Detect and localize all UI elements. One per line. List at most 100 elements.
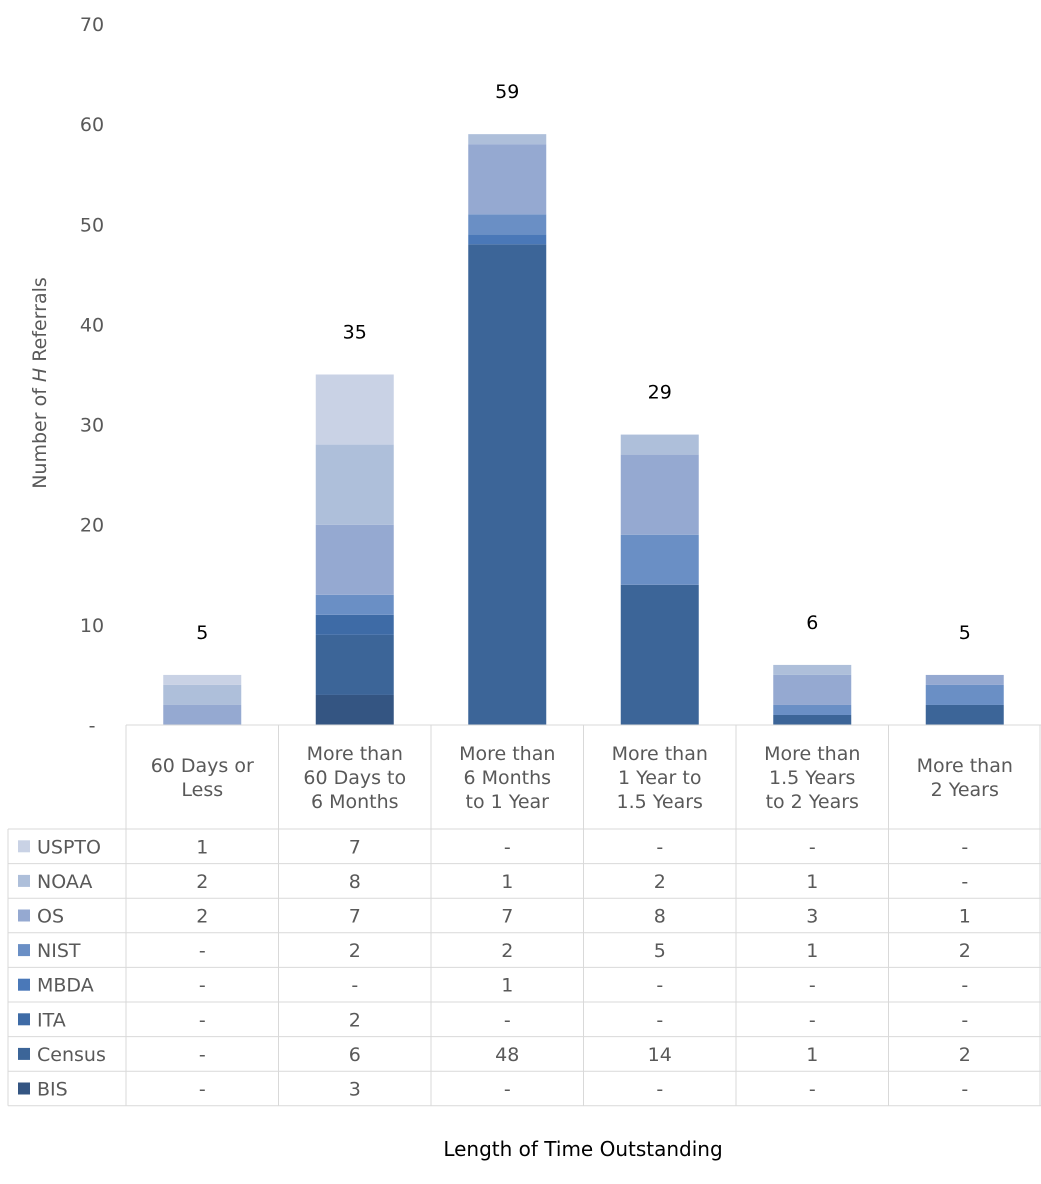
table-cell-mbda-2: 1	[501, 975, 513, 997]
bar-segment-census-1	[315, 634, 394, 695]
table-cell-uspto-4: -	[809, 836, 816, 858]
legend-label-ita: ITA	[37, 1009, 66, 1031]
y-axis-label-suffix: Referrals	[29, 277, 51, 368]
x-category-label-2: to 1 Year	[466, 791, 550, 813]
table-cell-ita-5: -	[961, 1009, 968, 1031]
table-cell-nist-3: 5	[654, 940, 666, 962]
table-cell-noaa-5: -	[961, 871, 968, 893]
table-cell-bis-1: 3	[349, 1079, 361, 1101]
table-cell-uspto-3: -	[656, 836, 663, 858]
bar-segment-nist-3	[620, 534, 699, 585]
bar-segment-noaa-1	[315, 444, 394, 525]
table-cell-census-2: 48	[495, 1044, 519, 1066]
bar-segment-os-1	[315, 524, 394, 595]
x-category-label-1: 60 Days to	[303, 767, 406, 789]
bar-segment-os-4	[773, 674, 852, 705]
x-category-label-5: 2 Years	[931, 779, 999, 801]
y-tick-label-10: 10	[80, 615, 104, 637]
x-category-label-0: Less	[181, 779, 223, 801]
table-cell-census-4: 1	[806, 1044, 818, 1066]
table-cell-census-0: -	[199, 1044, 206, 1066]
legend-swatch-nist	[18, 944, 30, 957]
y-axis-label-italic: H	[29, 368, 51, 382]
legend-swatch-census	[18, 1047, 30, 1060]
legend-label-census: Census	[37, 1044, 106, 1066]
y-tick-label-20: 20	[80, 515, 104, 537]
table-cell-nist-5: 2	[959, 940, 971, 962]
table-cell-census-1: 6	[349, 1044, 361, 1066]
bar-segment-nist-2	[468, 214, 547, 235]
bar-segment-os-3	[620, 454, 699, 535]
table-cell-os-1: 7	[349, 906, 361, 928]
x-category-label-4: More than	[764, 743, 860, 765]
x-category-label-4: 1.5 Years	[769, 767, 855, 789]
table-cell-bis-2: -	[504, 1079, 511, 1101]
bar-segment-uspto-0	[163, 674, 242, 685]
table-cell-mbda-3: -	[656, 975, 663, 997]
table-cell-uspto-1: 7	[349, 836, 361, 858]
table-cell-ita-2: -	[504, 1009, 511, 1031]
bar-segment-nist-1	[315, 594, 394, 615]
y-tick-label-40: 40	[80, 314, 104, 336]
table-cell-nist-4: 1	[806, 940, 818, 962]
bar-segment-os-2	[468, 144, 547, 215]
table-cell-mbda-0: -	[199, 975, 206, 997]
bar-segment-bis-1	[315, 694, 394, 725]
x-category-label-3: More than	[612, 743, 708, 765]
table-cell-uspto-2: -	[504, 836, 511, 858]
total-label-4: 6	[806, 612, 818, 634]
legend-label-bis: BIS	[37, 1079, 68, 1101]
table-cell-bis-4: -	[809, 1079, 816, 1101]
svg-text:Number of H Referrals: Number of H Referrals	[29, 277, 51, 489]
total-label-5: 5	[959, 622, 971, 644]
legend-label-nist: NIST	[37, 940, 81, 962]
table-cell-bis-0: -	[199, 1079, 206, 1101]
table-cell-bis-3: -	[656, 1079, 663, 1101]
table-cell-bis-5: -	[961, 1079, 968, 1101]
bar-segment-nist-5	[925, 684, 1004, 705]
table-cell-ita-1: 2	[349, 1009, 361, 1031]
table-cell-census-3: 14	[648, 1044, 672, 1066]
total-labels: 5 35 59 29 6 5	[196, 81, 971, 644]
table-cell-ita-0: -	[199, 1009, 206, 1031]
table-cell-census-5: 2	[959, 1044, 971, 1066]
bar-segment-census-4	[773, 714, 852, 725]
y-axis-label-prefix: Number of	[29, 382, 51, 489]
bar-segment-census-2	[468, 244, 547, 726]
table-cell-os-5: 1	[959, 906, 971, 928]
total-label-2: 59	[495, 81, 519, 103]
table-cell-mbda-4: -	[809, 975, 816, 997]
table-cell-os-4: 3	[806, 906, 818, 928]
legend-label-mbda: MBDA	[37, 975, 94, 997]
bar-segment-noaa-2	[468, 134, 547, 145]
legend-swatch-os	[18, 909, 30, 922]
bar-segment-ita-1	[315, 614, 394, 635]
bar-segment-noaa-3	[620, 434, 699, 455]
y-axis-ticks: - 10 20 30 40 50 60 70	[80, 14, 104, 737]
table-cell-nist-1: 2	[349, 940, 361, 962]
bar-segment-mbda-2	[468, 234, 547, 245]
legend-label-noaa: NOAA	[37, 871, 92, 893]
x-category-label-5: More than	[917, 755, 1013, 777]
x-category-label-0: 60 Days or	[151, 755, 254, 777]
x-category-label-1: 6 Months	[311, 791, 399, 813]
bar-segment-census-5	[925, 704, 1004, 725]
x-category-label-1: More than	[307, 743, 403, 765]
x-category-label-3: 1.5 Years	[617, 791, 703, 813]
table-cell-noaa-0: 2	[196, 871, 208, 893]
total-label-0: 5	[196, 622, 208, 644]
bar-segment-nist-4	[773, 704, 852, 715]
table-cell-nist-0: -	[199, 940, 206, 962]
y-axis-label: Number of H Referrals	[29, 277, 51, 489]
table-cell-os-0: 2	[196, 906, 208, 928]
bar-segment-census-3	[620, 584, 699, 725]
table-cell-mbda-1: -	[351, 975, 358, 997]
total-label-3: 29	[648, 382, 672, 404]
legend-swatch-bis	[18, 1082, 30, 1095]
legend-swatch-uspto	[18, 840, 30, 853]
bar-segment-os-0	[163, 704, 242, 725]
legend-swatch-mbda	[18, 978, 30, 991]
bar-segment-noaa-0	[163, 684, 242, 705]
